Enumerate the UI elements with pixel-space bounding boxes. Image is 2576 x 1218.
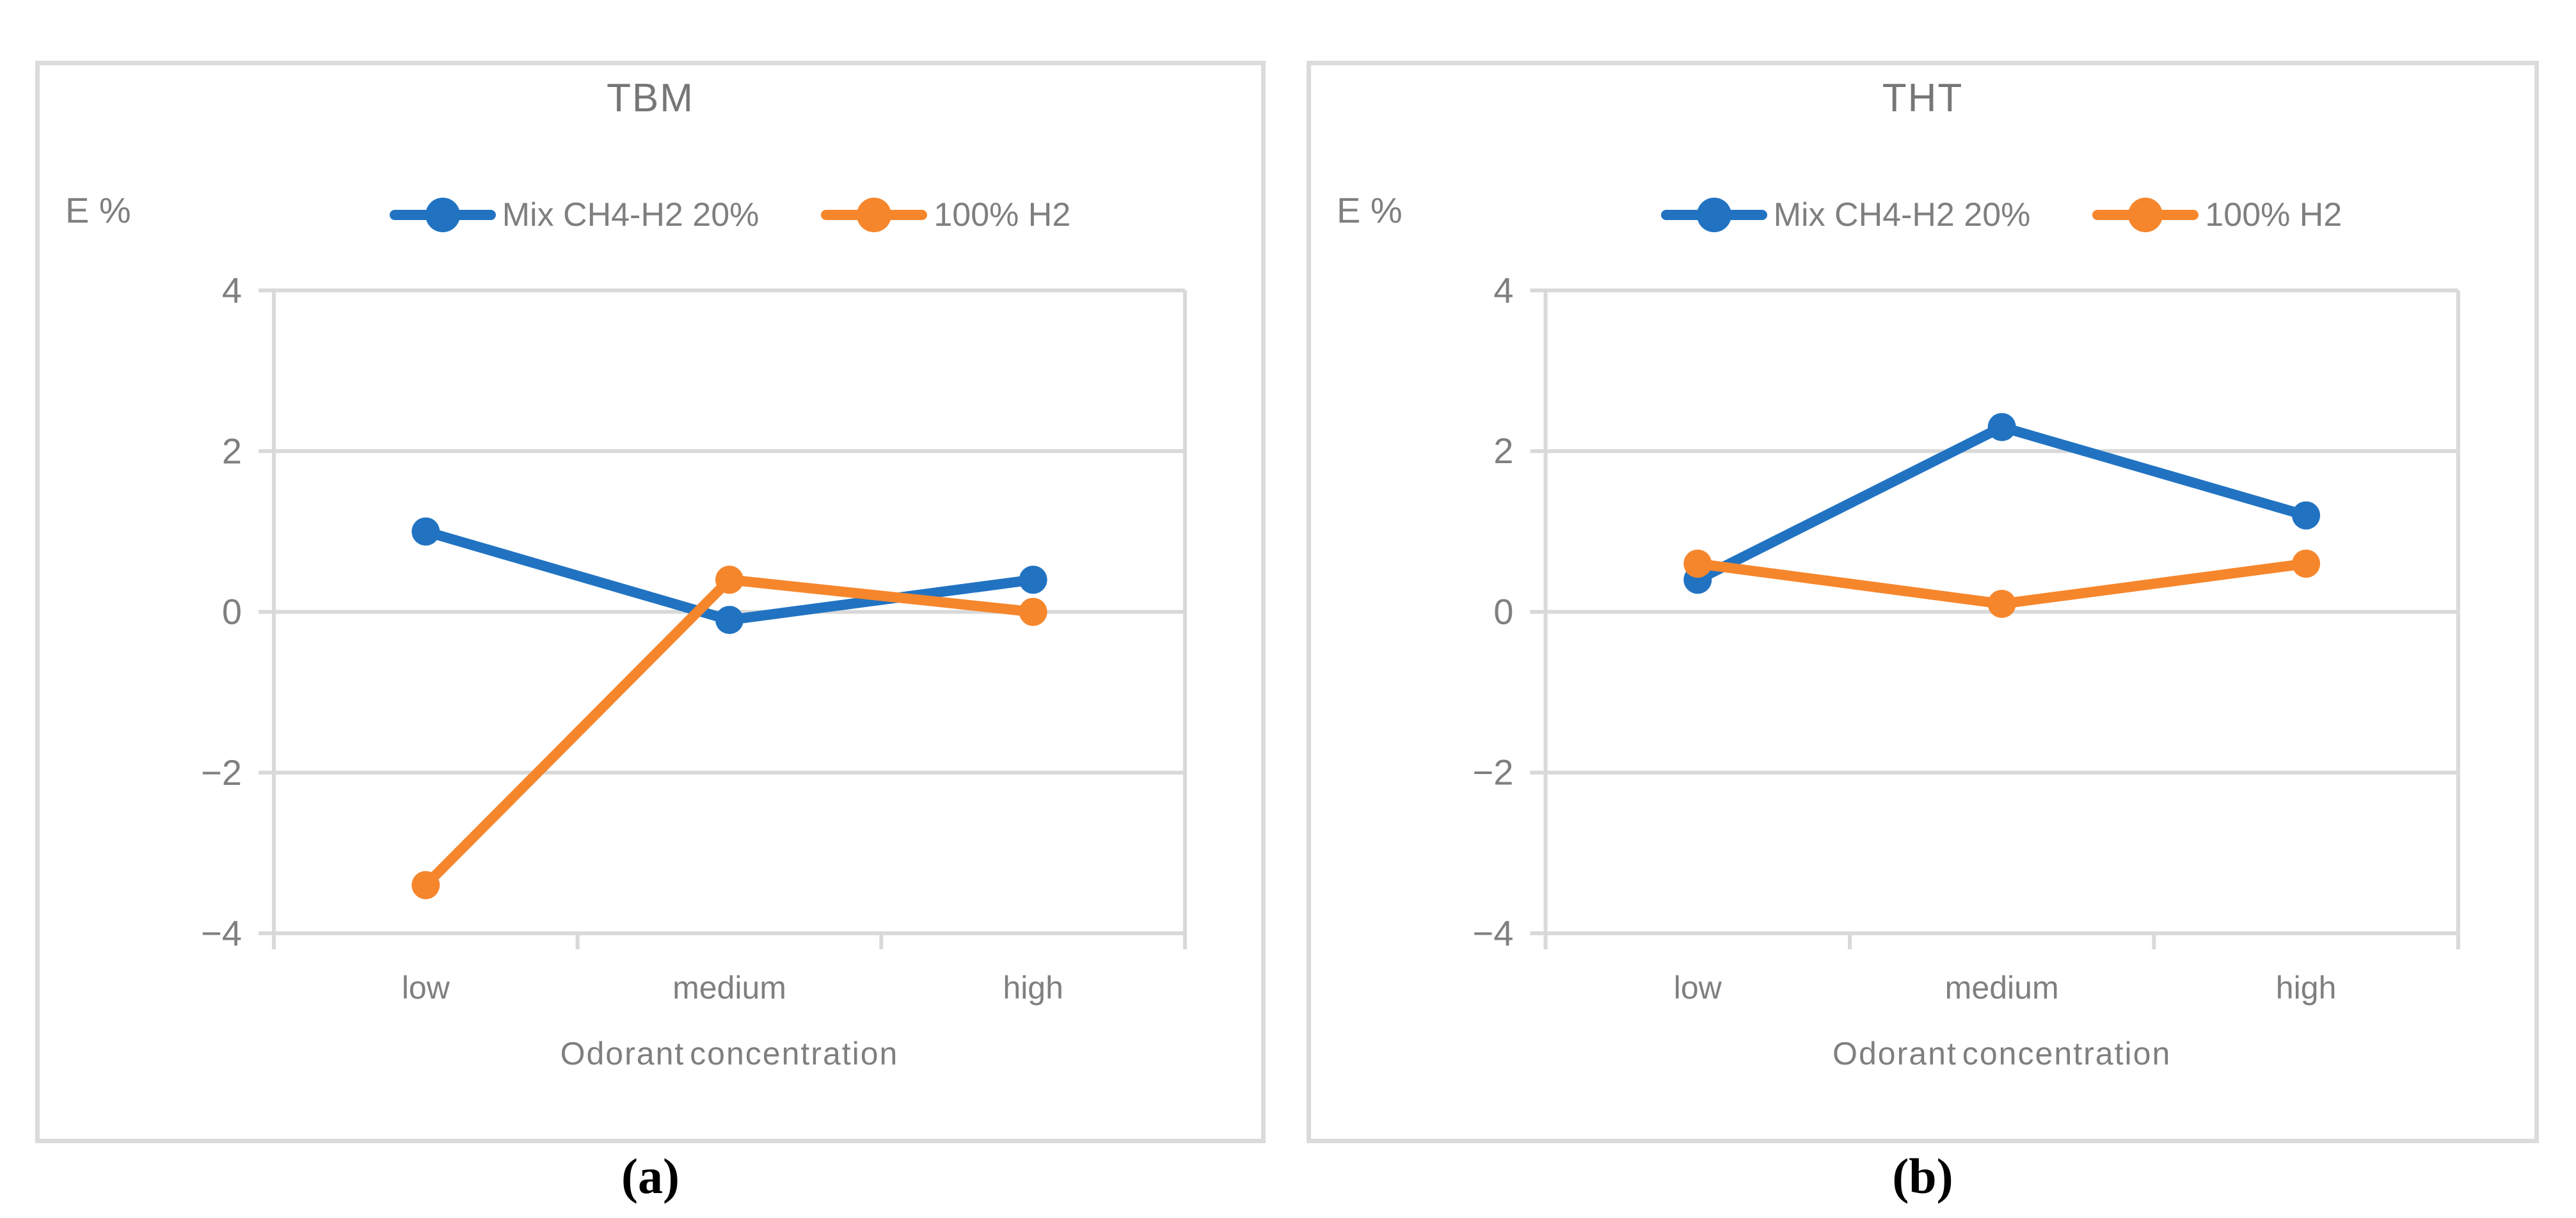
data-point-marker: [1987, 413, 2016, 441]
x-category-label: medium: [672, 970, 786, 1006]
y-tick-label: −4: [1473, 913, 1514, 953]
chart-title-tht: THT: [1882, 76, 1964, 120]
x-tick-marks: [272, 933, 1187, 949]
series-mix-ch4-h2: [1683, 413, 2321, 594]
y-tick-label: 2: [1493, 431, 1513, 471]
x-category-label: medium: [1945, 970, 2059, 1006]
x-category-labels: low medium high: [1674, 970, 2337, 1006]
x-axis-title: Odorant concentration: [561, 1036, 899, 1072]
plot-area: −4 −2 0 2 4 low medium high Odorant concentratio…: [201, 270, 1187, 1072]
series-100pct-h2: [411, 566, 1047, 899]
y-tick-label: 2: [222, 431, 242, 471]
x-axis-title: Odorant concentration: [1833, 1036, 2171, 1072]
data-point-marker: [715, 566, 743, 594]
data-point-marker: [2292, 501, 2321, 530]
caption-b: (b): [1892, 1148, 1953, 1204]
x-category-label: low: [1674, 970, 1722, 1006]
series-mix-ch4-h2: [411, 517, 1047, 635]
y-tick-label: 0: [222, 592, 242, 632]
x-category-label: high: [1003, 970, 1063, 1006]
y-tick-label: 4: [222, 270, 242, 310]
line-marker-icon: [1660, 198, 1767, 232]
x-category-label: high: [2276, 970, 2337, 1006]
legend-item-h2: 100% H2: [2091, 193, 2342, 237]
data-point-marker: [715, 606, 743, 635]
y-axis-unit-label: E %: [65, 190, 131, 230]
legend: Mix CH4-H2 20% 100% H2: [274, 179, 1185, 251]
plot-area: −4 −2 0 2 4 low medium high Odorant concentratio…: [1473, 270, 2460, 1072]
x-category-label: low: [402, 970, 450, 1006]
legend-label: Mix CH4-H2 20%: [502, 196, 759, 233]
legend: Mix CH4-H2 20% 100% H2: [1545, 179, 2456, 251]
data-point-marker: [411, 517, 440, 546]
y-tick-labels: −4 −2 0 2 4: [1473, 270, 1514, 953]
legend-label: 100% H2: [934, 196, 1071, 233]
y-tick-label: −2: [201, 752, 242, 793]
y-tick-label: −4: [201, 913, 242, 953]
chart-panel-b: THT E % Mix CH4-H2 20% 100% H2 −4 −2 0 2 4 lo…: [1307, 61, 2539, 1143]
y-tick-label: 0: [1493, 592, 1513, 632]
line-marker-icon: [2092, 198, 2199, 232]
y-tick-label: 4: [1493, 270, 1513, 310]
x-tick-marks: [1543, 933, 2460, 949]
data-point-marker: [1683, 550, 1712, 578]
series-100pct-h2: [1683, 550, 2321, 618]
chart-title-tbm: TBM: [607, 76, 694, 120]
caption-a: (a): [621, 1148, 680, 1204]
legend-item-h2: 100% H2: [820, 193, 1070, 237]
data-point-marker: [1019, 566, 1047, 594]
x-category-labels: low medium high: [402, 970, 1063, 1006]
legend-label: Mix CH4-H2 20%: [1773, 196, 2031, 233]
data-point-marker: [2292, 550, 2321, 578]
legend-item-mix: Mix CH4-H2 20%: [388, 193, 759, 237]
y-tick-labels: −4 −2 0 2 4: [201, 270, 242, 953]
y-tick-label: −2: [1473, 752, 1514, 793]
data-point-marker: [1019, 597, 1047, 626]
legend-label: 100% H2: [2205, 196, 2342, 233]
line-marker-icon: [821, 198, 928, 232]
chart-panel-a: TBM E % Mix CH4-H2 20% 100% H2 −4 −2 0 2 4 lo…: [35, 61, 1266, 1143]
data-point-marker: [411, 871, 440, 899]
line-marker-icon: [389, 198, 496, 232]
y-axis-unit-label: E %: [1337, 190, 1403, 230]
data-point-marker: [1987, 589, 2016, 618]
legend-item-mix: Mix CH4-H2 20%: [1660, 193, 2031, 237]
